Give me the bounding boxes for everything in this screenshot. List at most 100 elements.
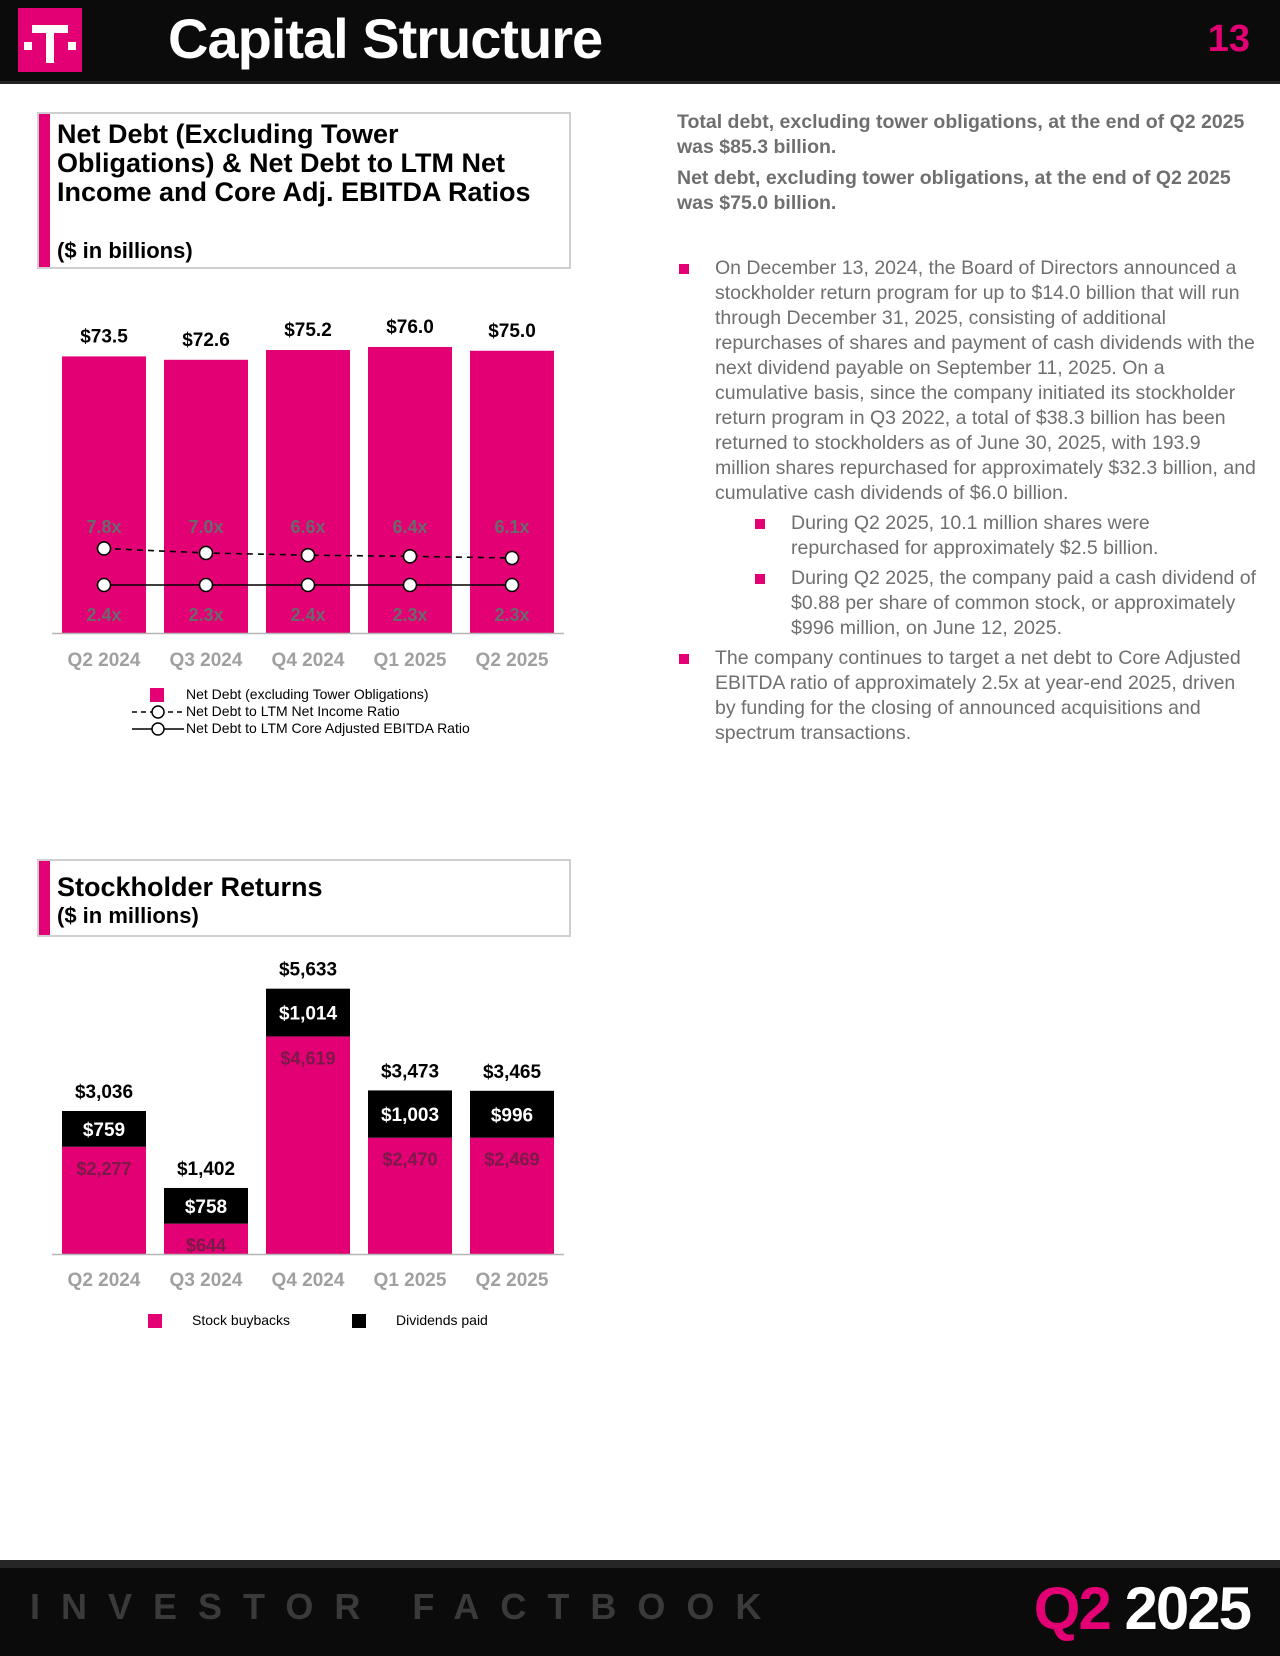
legend-label-net-debt: Net Debt (excluding Tower Obligations) (186, 686, 429, 702)
x-tick-label: Q4 2024 (272, 650, 345, 671)
legend-swatch-black (352, 1314, 366, 1329)
ni-ratio-label: 6.6x (290, 517, 325, 537)
buyback-bar (266, 1036, 350, 1254)
footer-quarter: Q2 (1033, 1575, 1112, 1642)
ni-ratio-label: 6.1x (494, 517, 529, 537)
legend-label-ebitda-ratio: Net Debt to LTM Core Adjusted EBITDA Rat… (186, 720, 470, 736)
legend-swatch-magenta (150, 688, 164, 703)
stockholder-chart: $2,277 $759 $3,036 Q2 2024 $644 $758 $1,402 Q3 … (40, 940, 580, 1300)
stockholder-chart-svg: $2,277 $759 $3,036 Q2 2024 $644 $758 $1,402 Q3 … (52, 960, 564, 1291)
ni-ratio-label: 6.4x (392, 517, 427, 537)
ni-ratio-point (96, 541, 112, 556)
net-debt-bar-label: $75.0 (488, 321, 536, 342)
legend-item-net-debt (150, 686, 164, 703)
x-tick-label: Q1 2025 (374, 1270, 447, 1291)
page-number: 13 (1207, 18, 1250, 60)
stockholder-subtitle: ($ in millions) (57, 903, 199, 928)
ni-ratio-point (300, 547, 316, 563)
buyback-bar-label: $2,470 (382, 1150, 437, 1170)
ebitda-ratio-point (198, 577, 214, 593)
net-debt-title: Net Debt (Excluding Tower Obligations) &… (57, 119, 531, 207)
footer-period: Q2 2025 (1033, 1574, 1252, 1643)
ebitda-ratio-point (300, 577, 316, 593)
total-label: $3,473 (381, 1061, 439, 1082)
x-tick-label: Q2 2025 (476, 650, 549, 671)
total-label: $1,402 (177, 1159, 235, 1180)
legend-item-ni-ratio (132, 703, 184, 720)
x-tick-label: Q2 2024 (68, 650, 141, 671)
ni-ratio-label: 7.8x (86, 517, 121, 537)
net-debt-chart-svg: $73.5 7.8x 2.4x Q2 2024 $72.6 7.0x 2.3x Q3 2024… (52, 317, 564, 671)
dividend-bar (368, 1090, 452, 1138)
buyback-bar (368, 1137, 452, 1254)
ni-ratio-point (198, 545, 214, 561)
total-label: $3,465 (483, 1062, 542, 1083)
ni-ratio-point (402, 549, 418, 564)
dividend-bar-label: $758 (185, 1197, 227, 1218)
x-tick-label: Q4 2024 (272, 1270, 345, 1291)
dividend-bar-label: $1,014 (279, 1004, 338, 1025)
dividend-bar (62, 1111, 146, 1147)
buyback-bar-label: $644 (186, 1236, 226, 1256)
net-debt-statement: Net debt, excluding tower obligations, a… (677, 167, 1231, 214)
ebitda-ratio-label: 2.4x (290, 605, 325, 625)
net-debt-bar-label: $73.5 (80, 326, 128, 347)
legend-label-dividends: Dividends paid (396, 1312, 488, 1328)
legend-label-buybacks: Stock buybacks (192, 1312, 291, 1328)
ebitda-ratio-label: 2.3x (392, 605, 427, 625)
ni-ratio-line (103, 547, 513, 559)
legend-swatch-magenta (148, 1314, 162, 1329)
page-header: Capital Structure 13 (0, 0, 1280, 84)
page-footer: INVESTOR FACTBOOK Q2 2025 (0, 1560, 1280, 1656)
bullet-share-repurchase: During Q2 2025, 10.1 million shares were… (753, 511, 1257, 561)
footer-year: 2025 (1124, 1575, 1252, 1642)
total-label: $3,036 (75, 1082, 133, 1103)
legend-item-dividends (352, 1312, 366, 1329)
legend-item-buybacks (148, 1312, 162, 1329)
ni-ratio-point (504, 550, 520, 566)
buyback-bar-label: $2,469 (484, 1150, 539, 1170)
legend-item-ebitda-ratio (132, 720, 184, 737)
net-debt-legend: Net Debt (excluding Tower Obligations) N… (132, 686, 552, 740)
ebitda-ratio-label: 2.3x (188, 605, 223, 625)
buyback-bar (62, 1146, 146, 1254)
x-tick-label: Q2 2025 (476, 1270, 549, 1291)
stockholder-section-header: Stockholder Returns ($ in millions) (37, 859, 571, 937)
footer-label: INVESTOR FACTBOOK (30, 1586, 783, 1627)
x-tick-label: Q1 2025 (374, 650, 447, 671)
total-debt-statement: Total debt, excluding tower obligations,… (677, 111, 1245, 158)
page-title: Capital Structure (168, 7, 603, 70)
buyback-bar-label: $4,619 (280, 1048, 335, 1068)
legend-label-ni-ratio: Net Debt to LTM Net Income Ratio (186, 703, 400, 719)
x-tick-label: Q3 2024 (170, 1270, 243, 1291)
legend-solid-line-icon (132, 722, 184, 737)
dividend-bar-label: $1,003 (381, 1105, 439, 1126)
net-debt-bar-label: $76.0 (386, 317, 434, 338)
stockholder-title: Stockholder Returns (57, 872, 323, 902)
ebitda-ratio-label: 2.3x (494, 605, 529, 625)
stockholder-legend: Stock buybacks Dividends paid (148, 1312, 528, 1332)
dividend-bar (266, 988, 350, 1037)
ebitda-ratio-point (96, 577, 112, 593)
ebitda-ratio-label: 2.4x (86, 605, 121, 625)
t-mobile-logo-icon (18, 8, 82, 72)
buyback-bar (164, 1223, 248, 1254)
dividend-bar-label: $759 (83, 1120, 125, 1141)
net-debt-section-header: Net Debt (Excluding Tower Obligations) &… (37, 112, 571, 269)
net-debt-bar-label: $75.2 (284, 320, 332, 341)
bullet-leverage-target: The company continues to target a net de… (677, 646, 1257, 746)
buyback-bar (470, 1137, 554, 1254)
ebitda-ratio-point (504, 577, 520, 593)
bullet-stockholder-program: On December 13, 2024, the Board of Direc… (677, 256, 1257, 506)
net-debt-bar-label: $72.6 (182, 330, 230, 351)
x-tick-label: Q2 2024 (68, 1270, 141, 1291)
total-label: $5,633 (279, 960, 337, 981)
ni-ratio-label: 7.0x (188, 517, 223, 537)
dividend-bar (164, 1187, 248, 1224)
dividend-bar-label: $996 (491, 1105, 533, 1126)
debt-summary: Total debt, excluding tower obligations,… (677, 110, 1249, 216)
net-debt-subtitle: ($ in billions) (57, 238, 193, 263)
buyback-bar-label: $2,277 (76, 1159, 131, 1179)
dividend-bar (470, 1090, 554, 1138)
net-debt-chart: $73.5 7.8x 2.4x Q2 2024 $72.6 7.0x 2.3x Q3 2024… (40, 300, 580, 680)
